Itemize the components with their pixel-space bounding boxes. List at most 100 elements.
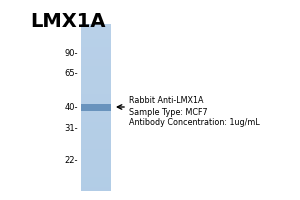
Bar: [81, 64, 111, 66]
Bar: [81, 139, 111, 141]
Bar: [81, 87, 111, 89]
Bar: [81, 168, 111, 171]
Bar: [81, 155, 111, 157]
Bar: [81, 182, 111, 184]
Bar: [81, 82, 111, 84]
Bar: [81, 127, 111, 129]
Bar: [81, 178, 111, 181]
Bar: [81, 79, 111, 81]
Bar: [81, 24, 111, 26]
Text: LMX1A: LMX1A: [30, 12, 106, 31]
Bar: [81, 31, 111, 33]
Text: Antibody Concentration: 1ug/mL: Antibody Concentration: 1ug/mL: [129, 118, 260, 127]
Bar: [81, 177, 111, 179]
Bar: [81, 173, 111, 176]
Bar: [81, 152, 111, 154]
Bar: [81, 145, 111, 147]
Bar: [81, 135, 111, 137]
Bar: [81, 51, 111, 53]
Bar: [81, 57, 111, 59]
Bar: [81, 170, 111, 172]
Text: 65-: 65-: [64, 69, 78, 78]
Bar: [81, 32, 111, 34]
Bar: [81, 117, 111, 119]
Bar: [81, 147, 111, 149]
Text: 31-: 31-: [64, 124, 78, 133]
Text: 90-: 90-: [64, 49, 78, 58]
Bar: [81, 109, 111, 111]
Bar: [81, 47, 111, 49]
Text: 22-: 22-: [64, 156, 78, 165]
Bar: [81, 130, 111, 132]
Bar: [81, 59, 111, 61]
Bar: [81, 37, 111, 39]
Bar: [81, 89, 111, 91]
Bar: [81, 150, 111, 152]
Bar: [81, 77, 111, 79]
Bar: [81, 163, 111, 166]
Bar: [81, 52, 111, 54]
Bar: [81, 119, 111, 121]
Bar: [81, 112, 111, 114]
Text: Sample Type: MCF7: Sample Type: MCF7: [129, 108, 208, 117]
Bar: [81, 54, 111, 56]
Bar: [81, 34, 111, 36]
Bar: [81, 56, 111, 58]
Bar: [81, 104, 111, 106]
Bar: [81, 44, 111, 46]
Bar: [81, 188, 111, 190]
Bar: [81, 132, 111, 134]
Bar: [81, 180, 111, 182]
Bar: [81, 124, 111, 126]
Bar: [81, 137, 111, 139]
Bar: [81, 134, 111, 136]
Bar: [81, 97, 111, 99]
Bar: [81, 153, 111, 156]
Bar: [81, 62, 111, 64]
Bar: [81, 92, 111, 94]
Bar: [81, 95, 111, 98]
Bar: [81, 129, 111, 131]
Bar: [81, 42, 111, 44]
Bar: [81, 114, 111, 116]
Bar: [81, 69, 111, 71]
Bar: [81, 75, 111, 78]
Bar: [81, 90, 111, 93]
Bar: [81, 162, 111, 164]
Bar: [81, 102, 111, 104]
Bar: [81, 144, 111, 146]
Bar: [81, 115, 111, 117]
Bar: [81, 66, 111, 68]
Bar: [81, 175, 111, 177]
Bar: [81, 187, 111, 189]
Bar: [81, 39, 111, 41]
Bar: [81, 49, 111, 51]
Text: Rabbit Anti-LMX1A: Rabbit Anti-LMX1A: [129, 96, 203, 105]
Bar: [81, 140, 111, 142]
Bar: [81, 110, 111, 112]
Bar: [81, 105, 111, 108]
Bar: [81, 157, 111, 159]
Bar: [81, 29, 111, 31]
Bar: [81, 120, 111, 122]
Text: 40-: 40-: [64, 102, 78, 112]
Bar: [81, 158, 111, 161]
Bar: [81, 70, 111, 73]
Bar: [81, 67, 111, 69]
Bar: [81, 26, 111, 28]
Bar: [81, 85, 111, 88]
Bar: [81, 84, 111, 86]
Bar: [81, 183, 111, 186]
Bar: [81, 41, 111, 43]
Bar: [81, 122, 111, 124]
Bar: [81, 61, 111, 63]
Bar: [81, 172, 111, 174]
Bar: [81, 46, 111, 48]
Bar: [81, 99, 111, 101]
Bar: [81, 36, 111, 38]
Bar: [81, 142, 111, 144]
Bar: [81, 74, 111, 76]
Bar: [81, 72, 111, 74]
Bar: [81, 107, 111, 109]
Bar: [81, 100, 111, 103]
